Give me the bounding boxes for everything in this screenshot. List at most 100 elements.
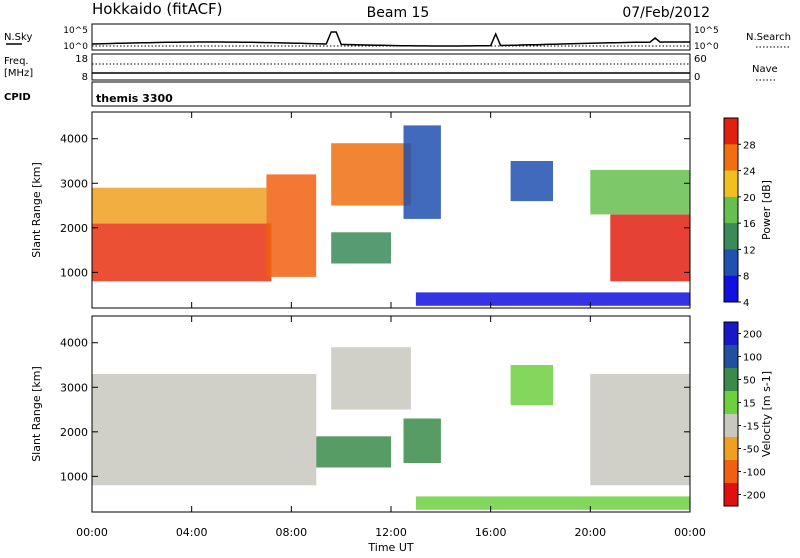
colorbar-swatch (724, 460, 738, 484)
colorbar-tick-label: 16 (743, 219, 756, 230)
velocity-echoes (92, 347, 690, 510)
x-tick-label: 08:00 (275, 526, 307, 539)
beam-title: Beam 15 (367, 5, 430, 21)
power-echo-region (331, 232, 391, 264)
power-colorbar-label: Power [dB] (760, 180, 773, 240)
time-axis: 00:00 04:00 08:00 12:00 16:00 20:00 00:00 (76, 112, 706, 539)
colorbar-swatch (724, 391, 738, 415)
colorbar-tick-label: 50 (743, 376, 756, 387)
power-colorbar: 28 24 20 16 12 8 4 (723, 117, 756, 309)
nave-tick-top: 60 (694, 54, 707, 65)
power-echo-region (415, 292, 690, 306)
nsearch-tick-top: 10^5 (694, 26, 719, 36)
colorbar-swatch (724, 196, 738, 224)
x-tick-label: 00:00 (76, 526, 108, 539)
colorbar-tick-label: 4 (743, 298, 749, 309)
colorbar-tick-label: 15 (743, 399, 756, 410)
y-tick-label: 4000 (60, 133, 88, 146)
power-echoes (92, 125, 690, 306)
time-xlabel: Time UT (367, 541, 413, 554)
colorbar-frame (723, 321, 739, 507)
colorbar-tick-label: 20 (743, 193, 756, 204)
colorbar-swatch (724, 322, 738, 346)
colorbar-tick-label: 12 (743, 245, 756, 256)
nsky-label: N.Sky (4, 32, 32, 43)
velocity-ylabel: Slant Range [km] (30, 366, 43, 462)
colorbar-tick-label: -15 (743, 422, 759, 433)
colorbar-swatch (724, 368, 738, 392)
power-echo-region (610, 214, 690, 282)
power-y-axis: 1000 2000 3000 4000 (60, 133, 690, 279)
colorbar-tick-label: -50 (743, 445, 759, 456)
freq-label-1: Freq. (4, 56, 29, 67)
nsearch-label: N.Search (746, 32, 791, 43)
colorbar-tick-label: 8 (743, 272, 749, 283)
freq-tick-top: 18 (75, 54, 88, 65)
x-tick-label: 12:00 (375, 526, 407, 539)
power-echo-region (266, 174, 317, 277)
x-tick-label: 00:00 (674, 526, 706, 539)
station-title: Hokkaido (fitACF) (92, 0, 223, 18)
velocity-echo-region (316, 436, 392, 468)
nsky-panel (91, 23, 691, 51)
colorbar-swatch (724, 223, 738, 250)
colorbar-tick-label: 28 (743, 140, 756, 151)
y-tick-label: 1000 (60, 470, 88, 483)
power-echo-region (92, 187, 267, 224)
colorbar-frame (723, 117, 739, 303)
colorbar-tick-label: 200 (743, 330, 762, 341)
colorbar-tick-label: -200 (743, 491, 766, 502)
colorbar-swatch (724, 249, 738, 277)
velocity-echo-region (510, 365, 553, 406)
velocity-echo-region (331, 347, 411, 410)
velocity-echo-region (403, 418, 441, 463)
colorbar-swatch (724, 345, 738, 369)
nsky-tick-bottom: 10^0 (63, 42, 88, 52)
colorbar-swatch (724, 483, 738, 507)
power-echo-region (92, 223, 272, 282)
velocity-y-axis: 1000 2000 3000 4000 (60, 337, 690, 483)
nsearch-tick-bottom: 10^0 (694, 42, 719, 52)
cpid-value: themis 3300 (96, 92, 173, 105)
nsky-tick-top: 10^5 (63, 26, 88, 36)
velocity-colorbar-label: Velocity [m s-1] (760, 371, 773, 457)
y-tick-label: 3000 (60, 177, 88, 190)
power-echo-region (331, 143, 411, 206)
x-tick-label: 16:00 (475, 526, 507, 539)
velocity-echo-region (415, 496, 690, 510)
freq-label-2: [MHz] (4, 68, 33, 79)
colorbar-swatch (724, 414, 738, 438)
y-tick-label: 3000 (60, 381, 88, 394)
y-tick-label: 2000 (60, 222, 88, 235)
date-title: 07/Feb/2012 (622, 5, 710, 21)
power-ylabel: Slant Range [km] (30, 162, 43, 258)
power-echo-region (590, 169, 690, 215)
y-tick-label: 2000 (60, 426, 88, 439)
velocity-echo-region (590, 373, 690, 486)
cpid-panel (91, 81, 691, 107)
y-tick-label: 1000 (60, 266, 88, 279)
freq-panel (91, 53, 691, 81)
freq-tick-bottom: 8 (82, 72, 88, 83)
nave-label: Nave (752, 64, 778, 75)
power-echo-region (403, 125, 441, 219)
colorbar-tick-label: 100 (743, 353, 762, 364)
colorbar-tick-label: -100 (743, 468, 766, 479)
velocity-echo-region (92, 373, 317, 486)
nave-tick-bottom: 0 (694, 72, 700, 83)
colorbar-swatch (724, 275, 738, 303)
cpid-label: CPID (4, 92, 31, 103)
y-tick-label: 4000 (60, 337, 88, 350)
colorbar-swatch (724, 437, 738, 461)
x-tick-label: 20:00 (574, 526, 606, 539)
colorbar-swatch (724, 118, 738, 145)
velocity-colorbar: 200 100 50 15 -15 -50 -100 -200 (723, 321, 766, 507)
colorbar-swatch (724, 170, 738, 198)
colorbar-tick-label: 24 (743, 167, 756, 178)
nsky-line (91, 31, 690, 47)
x-tick-label: 04:00 (176, 526, 208, 539)
colorbar-swatch (724, 144, 738, 172)
power-echo-region (510, 161, 553, 202)
